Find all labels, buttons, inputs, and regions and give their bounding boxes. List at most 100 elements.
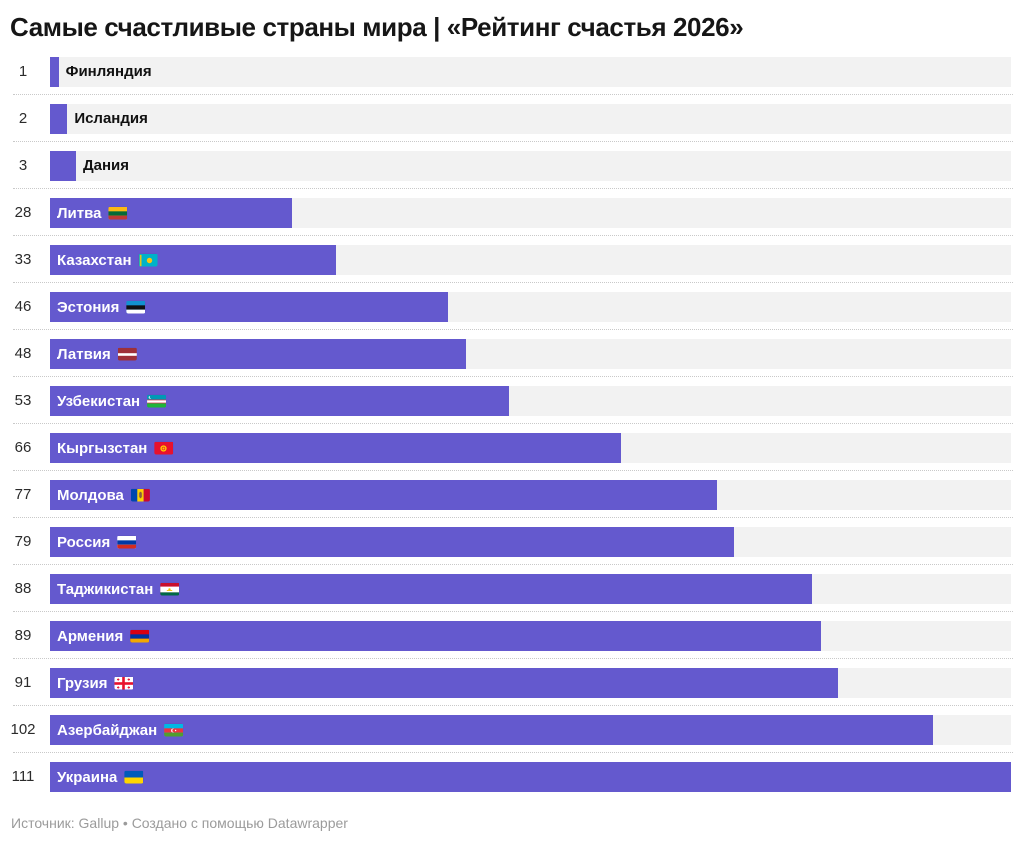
country-bar: Литва xyxy=(50,198,293,228)
flag-lv-icon xyxy=(118,348,137,361)
chart-row: 1 Финляндия xyxy=(0,57,1024,95)
bar-track: Азербайджан xyxy=(50,715,1011,745)
chart-row: 48 Латвия xyxy=(0,339,1024,377)
chart-row: 91 Грузия xyxy=(0,668,1024,706)
chart-row: 33 Казахстан xyxy=(0,245,1024,283)
country-label: Россия xyxy=(57,533,111,551)
rank-label: 2 xyxy=(18,110,28,127)
country-label: Грузия xyxy=(57,674,108,692)
bar-track: Россия xyxy=(50,527,1011,557)
rank-label: 1 xyxy=(18,63,28,80)
bar-track: Армения xyxy=(50,621,1011,651)
country-bar: Россия xyxy=(50,527,734,557)
row-separator xyxy=(13,705,1013,706)
rank-label: 91 xyxy=(14,674,32,691)
flag-ee-icon xyxy=(126,301,145,314)
row-separator xyxy=(13,94,1013,95)
country-label: Дания xyxy=(82,157,130,174)
chart-row: 46 Эстония xyxy=(0,292,1024,330)
bar-track: Эстония xyxy=(50,292,1011,322)
country-label: Литва xyxy=(57,204,102,222)
chart-row: 66 Кыргызстан xyxy=(0,433,1024,471)
chart-row: 2 Исландия xyxy=(0,104,1024,142)
bar-track: Дания xyxy=(50,151,1011,181)
rank-label: 3 xyxy=(18,157,28,174)
flag-ge-icon xyxy=(114,677,133,690)
country-bar: Молдова xyxy=(50,480,717,510)
country-bar: Таджикистан xyxy=(50,574,812,604)
rank-label: 46 xyxy=(14,298,32,315)
bar-track: Литва xyxy=(50,198,1011,228)
country-bar: Эстония xyxy=(50,292,449,322)
flag-tj-icon xyxy=(160,583,179,596)
chart-row: 53 Узбекистан xyxy=(0,386,1024,424)
country-bar: Армения xyxy=(50,621,821,651)
flag-az-icon xyxy=(164,724,183,737)
rank-label: 102 xyxy=(10,721,36,738)
row-separator xyxy=(13,282,1013,283)
bar-chart-area: 1 Финляндия 2 Исландия 3 Дания 28 Литва 33 Казахс… xyxy=(0,57,1024,793)
row-separator xyxy=(13,658,1013,659)
country-label: Латвия xyxy=(57,345,111,363)
flag-am-icon xyxy=(130,630,149,643)
bar-track: Узбекистан xyxy=(50,386,1011,416)
chart-row: 77 Молдова xyxy=(0,480,1024,518)
country-label: Таджикистан xyxy=(57,580,154,598)
country-label: Армения xyxy=(57,627,124,645)
flag-uz-icon xyxy=(147,395,166,408)
country-label: Молдова xyxy=(57,486,124,504)
country-label: Исландия xyxy=(74,110,148,127)
country-bar: Грузия xyxy=(50,668,838,698)
row-separator xyxy=(13,423,1013,424)
country-bar: Азербайджан xyxy=(50,715,934,745)
country-label: Эстония xyxy=(57,298,120,316)
rank-label: 48 xyxy=(14,345,32,362)
bar-track: Грузия xyxy=(50,668,1011,698)
flag-kg-icon xyxy=(154,442,173,455)
country-bar: Латвия xyxy=(50,339,466,369)
country-bar xyxy=(50,57,59,87)
chart-row: 89 Армения xyxy=(0,621,1024,659)
rank-label: 88 xyxy=(14,580,32,597)
flag-ua-icon xyxy=(124,771,143,784)
row-separator xyxy=(13,141,1013,142)
chart-row: 102 Азербайджан xyxy=(0,715,1024,753)
bar-track: Украина xyxy=(50,762,1011,792)
row-separator xyxy=(13,517,1013,518)
source-note: Источник: Gallup • Создано с помощью Dat… xyxy=(11,815,348,831)
rank-label: 28 xyxy=(14,204,32,221)
bar-track: Латвия xyxy=(50,339,1011,369)
bar-track: Кыргызстан xyxy=(50,433,1011,463)
country-bar: Украина xyxy=(50,762,1011,792)
chart-row: 3 Дания xyxy=(0,151,1024,189)
rank-label: 111 xyxy=(11,768,35,785)
chart-row: 79 Россия xyxy=(0,527,1024,565)
row-separator xyxy=(13,564,1013,565)
rank-label: 89 xyxy=(14,627,32,644)
row-separator xyxy=(13,188,1013,189)
country-label: Украина xyxy=(57,768,118,786)
chart-title: Самые счастливые страны мира | «Рейтинг … xyxy=(10,12,744,42)
flag-kz-icon xyxy=(139,254,158,267)
country-label: Узбекистан xyxy=(57,392,141,410)
country-label: Азербайджан xyxy=(57,721,158,739)
chart-row: 28 Литва xyxy=(0,198,1024,236)
country-label: Казахстан xyxy=(57,251,132,269)
row-separator xyxy=(13,235,1013,236)
bar-track: Исландия xyxy=(50,104,1011,134)
rank-label: 53 xyxy=(14,392,32,409)
country-bar xyxy=(50,104,68,134)
country-bar: Кыргызстан xyxy=(50,433,622,463)
row-separator xyxy=(13,752,1013,753)
row-separator xyxy=(13,376,1013,377)
country-label: Финляндия xyxy=(65,63,152,80)
bar-track: Казахстан xyxy=(50,245,1011,275)
bar-track: Таджикистан xyxy=(50,574,1011,604)
country-bar xyxy=(50,151,76,181)
row-separator xyxy=(13,470,1013,471)
chart-row: 111 Украина xyxy=(0,762,1024,792)
rank-label: 33 xyxy=(14,251,32,268)
country-bar: Казахстан xyxy=(50,245,336,275)
country-bar: Узбекистан xyxy=(50,386,509,416)
